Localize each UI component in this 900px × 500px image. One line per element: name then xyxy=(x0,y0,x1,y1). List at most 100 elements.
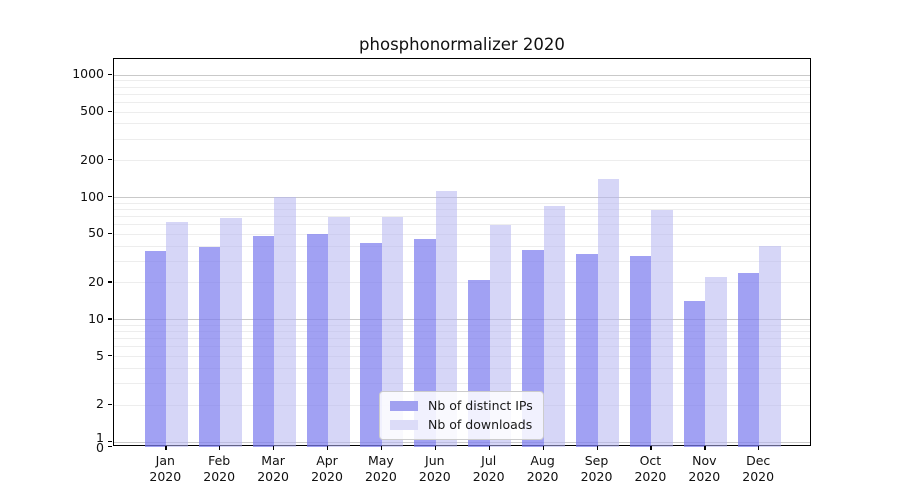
x-tick-mark xyxy=(434,446,437,450)
bar-downloads-sep xyxy=(597,179,619,447)
gridline xyxy=(114,245,810,247)
y-tick-label-500: 500 xyxy=(80,103,104,119)
gridline xyxy=(114,86,810,88)
y-tick-label-1000: 1000 xyxy=(72,66,104,82)
bar-downloads-jan xyxy=(166,221,188,447)
bar-distinct-ips-dec xyxy=(737,272,760,447)
y-tick-label-10: 10 xyxy=(88,310,104,326)
gridline xyxy=(114,441,810,443)
legend-label-distinct-ips: Nb of distinct IPs xyxy=(428,398,533,413)
x-tick-mark xyxy=(596,446,598,450)
x-tick-mark xyxy=(219,446,221,450)
x-tick-label-nov: Nov 2020 xyxy=(688,453,721,484)
y-tick-label-2: 2 xyxy=(96,396,104,412)
x-tick-mark xyxy=(704,446,706,450)
x-tick-mark xyxy=(273,446,275,450)
gridline xyxy=(114,138,810,140)
y-tick-mark xyxy=(108,403,112,406)
legend-item-downloads: Nb of downloads xyxy=(390,417,533,432)
bar-distinct-ips-jan xyxy=(144,251,167,447)
x-tick-mark xyxy=(165,446,167,450)
gridline xyxy=(114,346,810,348)
x-tick-label-jul: Jul 2020 xyxy=(472,453,505,484)
x-tick-label-jun: Jun 2020 xyxy=(418,453,451,484)
x-tick-label-mar: Mar 2020 xyxy=(257,453,289,484)
gridline xyxy=(114,215,810,217)
gridline xyxy=(114,111,810,113)
bars-layer xyxy=(114,59,810,447)
gridline xyxy=(114,233,810,235)
gridline xyxy=(114,93,810,95)
y-tick-mark xyxy=(108,446,112,448)
bar-distinct-ips-feb xyxy=(198,247,221,447)
legend-swatch-distinct-ips xyxy=(390,400,418,411)
y-tick-mark xyxy=(108,73,112,75)
y-tick-mark xyxy=(108,110,112,112)
x-tick-label-sep: Sep 2020 xyxy=(580,453,613,484)
bar-downloads-dec xyxy=(759,245,781,447)
bar-distinct-ips-apr xyxy=(306,233,328,447)
x-tick-label-aug: Aug 2020 xyxy=(526,453,559,484)
x-tick-mark xyxy=(650,446,652,450)
y-tick-mark xyxy=(108,281,112,283)
gridline xyxy=(114,208,810,210)
bar-distinct-ips-oct xyxy=(629,255,652,447)
bar-downloads-oct xyxy=(651,209,673,447)
bar-downloads-apr xyxy=(328,216,350,447)
y-tick-label-0: 0 xyxy=(96,439,104,455)
gridline xyxy=(114,331,810,333)
bar-downloads-mar xyxy=(274,197,296,447)
gridline xyxy=(114,282,810,284)
bar-distinct-ips-mar xyxy=(252,235,275,447)
legend: Nb of distinct IPs Nb of downloads xyxy=(379,391,544,440)
gridline xyxy=(114,367,810,369)
y-tick-mark xyxy=(108,159,112,161)
chart-title: phosphonormalizer 2020 xyxy=(359,35,565,54)
gridline xyxy=(114,123,810,125)
legend-swatch-downloads xyxy=(390,419,418,430)
y-tick-label-200: 200 xyxy=(80,151,104,167)
plot-area: Nb of distinct IPs Nb of downloads xyxy=(113,58,811,447)
gridline xyxy=(114,356,810,358)
y-tick-label-1: 1 xyxy=(96,430,104,445)
bar-downloads-feb xyxy=(220,218,242,447)
x-tick-mark xyxy=(488,446,490,450)
gridline xyxy=(114,202,810,204)
x-tick-mark xyxy=(380,446,383,450)
grid-layer xyxy=(114,59,810,445)
gridline xyxy=(114,383,810,385)
bar-downloads-nov xyxy=(705,277,727,447)
bar-distinct-ips-may xyxy=(360,243,382,447)
bar-downloads-may xyxy=(381,216,404,447)
y-tick-label-5: 5 xyxy=(96,347,104,363)
y-tick-mark xyxy=(108,232,112,235)
x-tick-mark xyxy=(542,446,544,450)
gridline xyxy=(114,260,810,262)
y-tick-mark xyxy=(108,318,112,320)
bar-distinct-ips-sep xyxy=(576,254,598,447)
bar-distinct-ips-nov xyxy=(683,301,706,447)
gridline xyxy=(114,319,810,321)
gridline xyxy=(114,338,810,340)
bar-downloads-jun xyxy=(435,190,458,447)
x-tick-label-feb: Feb 2020 xyxy=(203,453,236,484)
gridline xyxy=(114,80,810,82)
legend-label-downloads: Nb of downloads xyxy=(428,417,533,432)
legend-item-distinct-ips: Nb of distinct IPs xyxy=(390,398,533,413)
y-tick-mark xyxy=(108,355,112,357)
gridline xyxy=(114,324,810,326)
x-tick-label-apr: Apr 2020 xyxy=(311,453,343,484)
y-tick-label-50: 50 xyxy=(88,225,104,241)
gridline xyxy=(114,74,810,76)
gridline xyxy=(114,101,810,103)
x-tick-mark xyxy=(327,446,329,450)
gridline xyxy=(114,160,810,162)
y-tick-label-20: 20 xyxy=(88,273,104,289)
x-tick-label-oct: Oct 2020 xyxy=(634,453,667,484)
x-tick-label-dec: Dec 2020 xyxy=(742,453,775,484)
x-tick-mark xyxy=(758,446,760,450)
y-tick-mark xyxy=(108,440,112,442)
x-tick-label-jan: Jan 2020 xyxy=(149,453,182,484)
gridline xyxy=(114,224,810,226)
